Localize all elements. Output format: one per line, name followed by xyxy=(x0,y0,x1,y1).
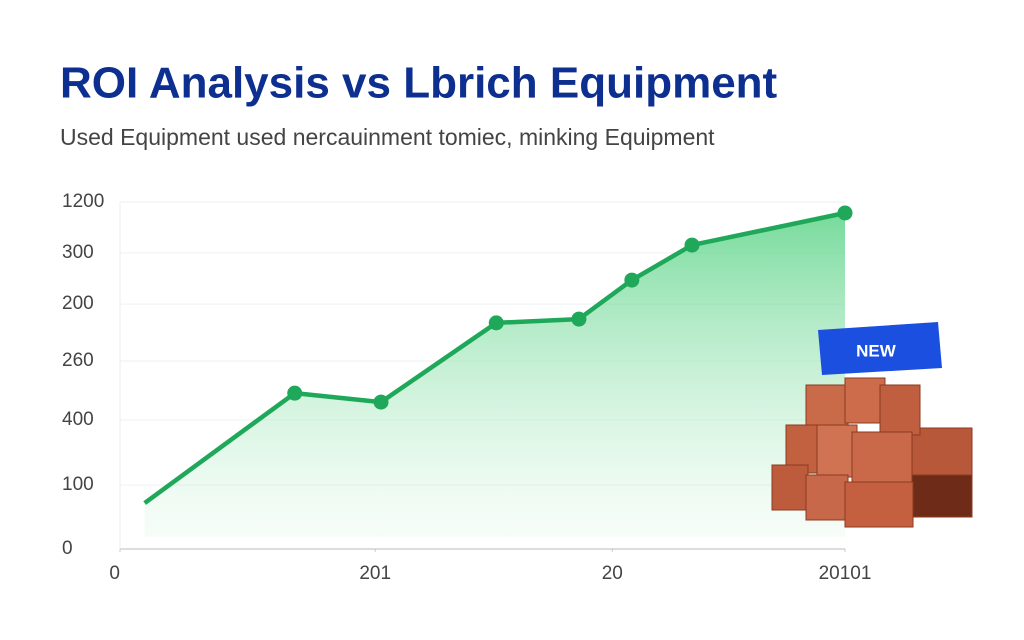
y-tick-label: 260 xyxy=(62,350,94,371)
y-tick-label: 1200 xyxy=(62,191,104,212)
area xyxy=(144,212,845,537)
point xyxy=(287,385,303,401)
y-tick-label: 0 xyxy=(62,538,73,559)
point xyxy=(684,237,700,253)
y-tick-label: 200 xyxy=(62,293,94,314)
y-tick-label: 100 xyxy=(62,474,94,495)
chart-title: ROI Analysis vs Lbrich Equipment xyxy=(60,59,778,108)
x-tick-label: 201 xyxy=(359,563,391,584)
plot-area: 0 100 400 260 200 300 1200 0 201 20 20101 xyxy=(62,191,871,584)
point xyxy=(373,394,389,410)
line xyxy=(143,210,846,505)
badge-text: NEW xyxy=(856,341,897,360)
x-tick-label: 0 xyxy=(109,563,120,584)
point xyxy=(488,315,504,331)
point xyxy=(837,205,853,221)
chart-subtitle: Used Equipment used nercauinment tomiec,… xyxy=(60,124,715,150)
point xyxy=(624,272,640,288)
badge-sign xyxy=(818,322,942,375)
y-tick-label: 400 xyxy=(62,409,94,430)
y-tick-label: 300 xyxy=(62,242,94,263)
x-tick-label: 20101 xyxy=(819,563,872,584)
point xyxy=(571,311,587,327)
x-tick-label: 20 xyxy=(602,563,623,584)
bricks-illustration: NEW xyxy=(771,322,973,528)
